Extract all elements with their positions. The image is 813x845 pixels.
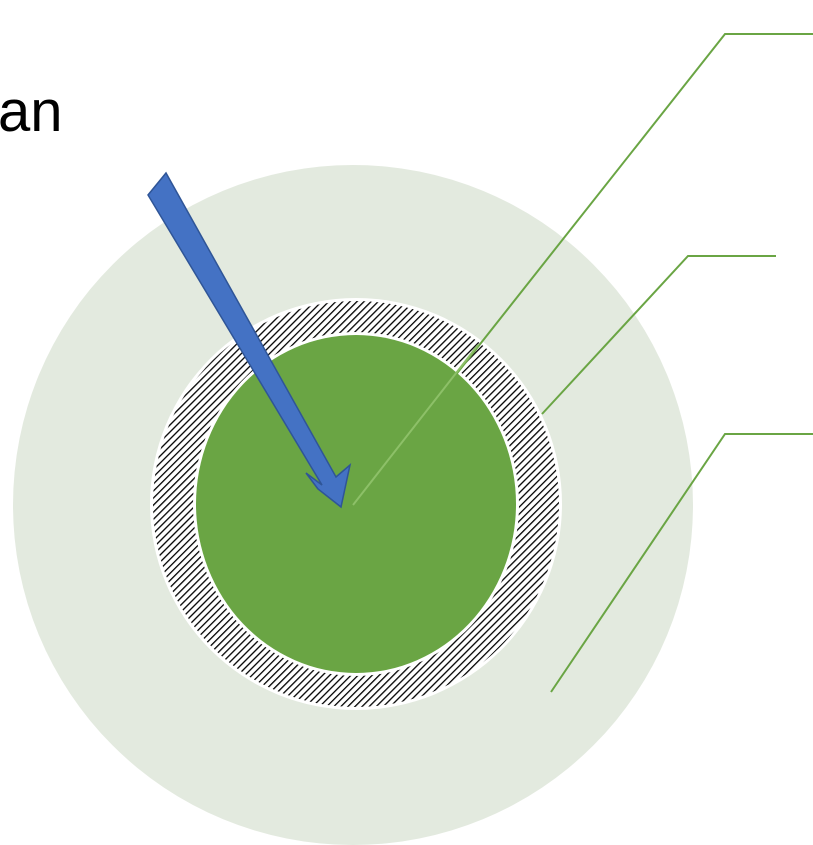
core-leader-line-inner [352,344,479,506]
core-leader-line [352,33,813,506]
partial-label: an [0,79,63,144]
outer-leader-line [550,433,813,693]
blue-arrow [147,171,352,509]
core-circle [196,335,516,673]
ring-leader-line [541,255,776,415]
